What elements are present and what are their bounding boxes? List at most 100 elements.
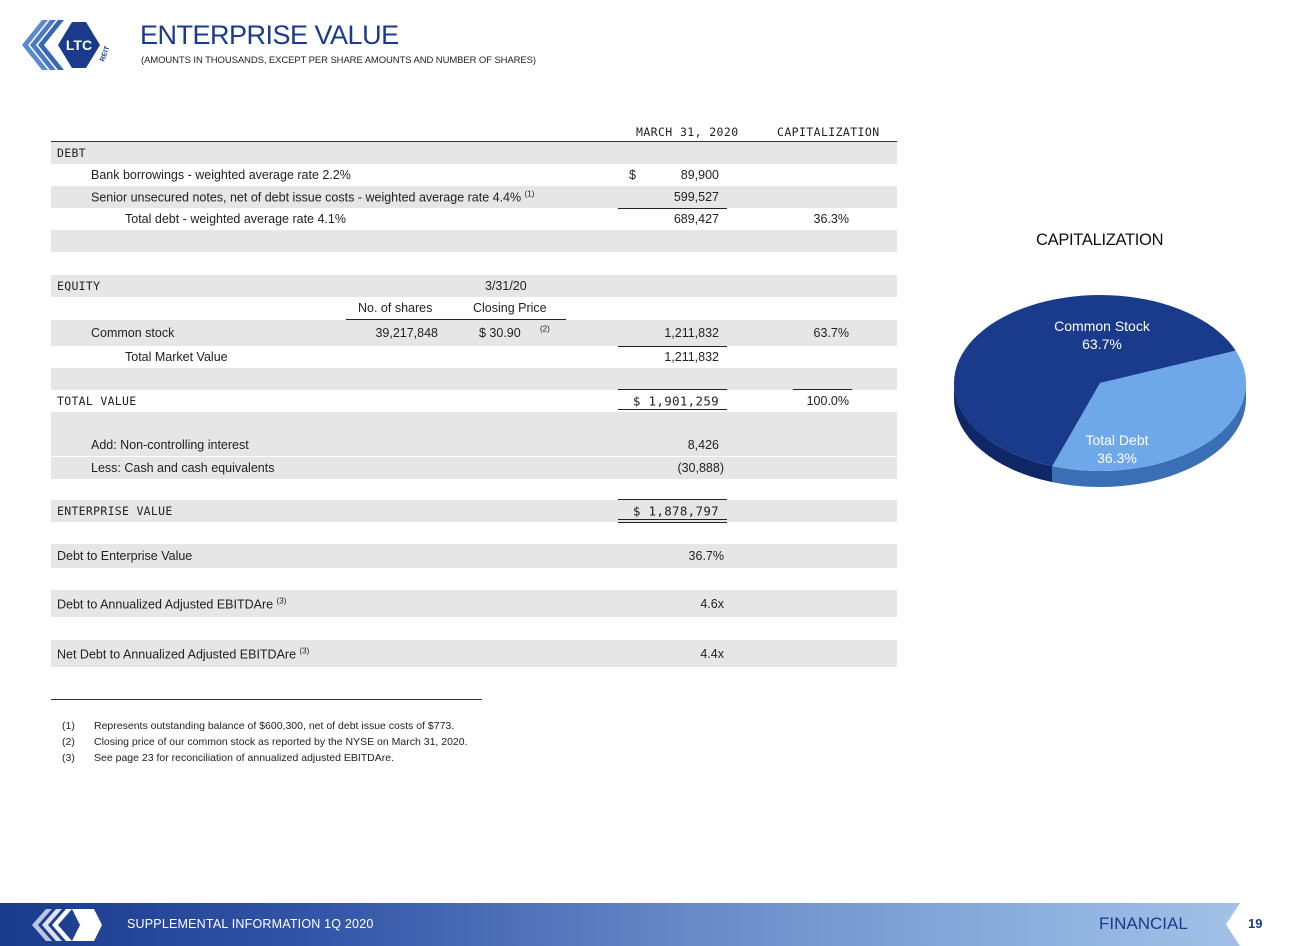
footnote-3: (3) See page 23 for reconciliation of ann… [62,752,394,764]
pie-label-common-stock-value: 63.7% [1082,336,1122,352]
pie-slice-common-stock [954,295,1236,467]
header-rule [51,141,897,142]
page-title: ENTERPRISE VALUE [140,20,399,50]
footnote-1-text: Represents outstanding balance of $600,3… [94,720,455,732]
ndte-note: (3) [299,645,310,655]
bank-amount: 89,900 [680,168,719,182]
dtev-value: 36.7% [688,549,724,563]
ndte-label: Net Debt to Annualized Adjusted EBITDAre… [57,646,309,661]
row-total-debt: Total debt - weighted average rate 4.1% … [51,208,897,230]
dtev-label: Debt to Enterprise Value [57,549,193,563]
ndte-label-text: Net Debt to Annualized Adjusted EBITDAre [57,647,297,662]
total-debt-amount: 689,427 [673,212,719,226]
ev-top-rule [618,499,727,500]
page-tab [1226,903,1300,946]
row-senior-notes: Senior unsecured notes, net of debt issu… [51,186,897,208]
common-label: Common stock [91,326,175,340]
row-total-market-value: Total Market Value 1,211,832 [51,346,897,368]
row-net-debt-to-ebitdare: Net Debt to Annualized Adjusted EBITDAre… [51,640,897,667]
row-bank-borrowings: Bank borrowings - weighted average rate … [51,164,897,186]
equity-subheader-rule [346,319,566,320]
tmv-rule [618,346,727,347]
pie-edge-total-debt [1052,383,1246,487]
equity-heading: EQUITY [57,279,101,293]
logo-subtext: REIT [99,45,111,63]
row-non-controlling: Add: Non-controlling interest 8,426 [51,434,897,456]
price-header: Closing Price [473,301,547,315]
ev-double-rule [618,519,727,523]
total-value-top-rule [618,389,727,390]
footnote-rule [51,699,482,700]
row-debt-to-ebitdare: Debt to Annualized Adjusted EBITDAre (3)… [51,590,897,617]
common-cap: 63.7% [813,326,849,340]
row-cash: Less: Cash and cash equivalents (30,888) [51,457,897,479]
row-total-value: TOTAL VALUE $ 1,901,259 100.0% [51,390,897,412]
footer-text: SUPPLEMENTAL INFORMATION 1Q 2020 [127,917,374,931]
page-subtitle: (AMOUNTS IN THOUSANDS, EXCEPT PER SHARE … [141,55,536,66]
logo-text: LTC [66,37,92,53]
cash-label: Less: Cash and cash equivalents [91,461,275,475]
footer-logo-chevrons-icon [32,909,102,941]
debt-heading: DEBT [57,146,86,160]
total-value-amount: $ 1,901,259 [632,393,719,409]
total-value-cap: 100.0% [806,394,849,408]
bank-dollar: $ [629,168,636,182]
nci-label: Add: Non-controlling interest [91,438,249,452]
row-equity-heading: EQUITY 3/31/20 [51,275,897,297]
ndte-value: 4.4x [700,646,724,661]
footer-bar: SUPPLEMENTAL INFORMATION 1Q 2020 FINANCI… [0,903,1300,946]
pie-label-common-stock-name: Common Stock [1054,318,1151,334]
pie-slice-total-debt [1052,350,1246,471]
row-spacer-1 [51,230,897,252]
row-equity-subheaders: No. of shares Closing Price [51,297,897,319]
bank-label: Bank borrowings - weighted average rate … [91,168,351,182]
shares-header: No. of shares [358,301,433,315]
cash-amount: (30,888) [677,461,724,475]
senior-label-text: Senior unsecured notes, net of debt issu… [91,190,522,205]
senior-label: Senior unsecured notes, net of debt issu… [91,189,534,204]
footnote-2: (2) Closing price of our common stock as … [62,736,468,748]
ev-amount: $ 1,878,797 [632,503,719,519]
page-number: 19 [1248,916,1263,931]
senior-note: (1) [524,189,535,199]
footnote-1: (1) Represents outstanding balance of $60… [62,720,454,732]
common-price-note: (2) [540,324,550,334]
total-value-cap-rule [793,389,852,390]
senior-amount: 599,527 [673,190,719,204]
dte-label-text: Debt to Annualized Adjusted EBITDAre [57,597,274,612]
equity-date: 3/31/20 [485,279,527,293]
footnote-1-num: (1) [62,720,75,732]
pie-edge-common-stock [954,383,1053,483]
pie-slices [954,295,1246,471]
pie-3d-edge [954,383,1246,487]
dte-note: (3) [276,595,287,605]
footer-section-label: FINANCIAL [1099,914,1188,933]
row-enterprise-value: ENTERPRISE VALUE $ 1,878,797 [51,500,897,522]
total-value-label: TOTAL VALUE [57,394,137,408]
tmv-label: Total Market Value [125,350,228,364]
row-spacer-2 [51,368,897,390]
total-debt-label: Total debt - weighted average rate 4.1% [125,212,346,226]
subtotal-rule [618,208,727,209]
ltc-logo: LTC REIT [22,20,112,70]
footnote-3-num: (3) [62,752,75,764]
nci-amount: 8,426 [687,438,719,452]
chart-title: CAPITALIZATION [1036,231,1164,249]
pie-label-total-debt-name: Total Debt [1085,432,1148,448]
pie-labels: Common Stock 63.7% Total Debt 36.3% [1054,318,1151,466]
footnote-2-num: (2) [62,736,75,748]
col-header-capitalization: CAPITALIZATION [777,125,880,139]
total-debt-cap: 36.3% [813,212,849,226]
row-spacer-3 [51,412,897,434]
tmv-amount: 1,211,832 [664,350,719,364]
common-shares: 39,217,848 [375,326,438,340]
row-debt-heading: DEBT [51,142,897,164]
col-header-date: MARCH 31, 2020 [636,125,739,139]
pie-label-total-debt-value: 36.3% [1097,450,1137,466]
row-common-stock: Common stock 39,217,848 $ 30.90 (2) 1,21… [51,320,897,346]
ev-label: ENTERPRISE VALUE [57,504,173,518]
common-price: $ 30.90 [479,326,521,340]
dte-label: Debt to Annualized Adjusted EBITDAre (3) [57,596,286,611]
dte-value: 4.6x [700,596,724,611]
common-amount: 1,211,832 [664,326,719,340]
